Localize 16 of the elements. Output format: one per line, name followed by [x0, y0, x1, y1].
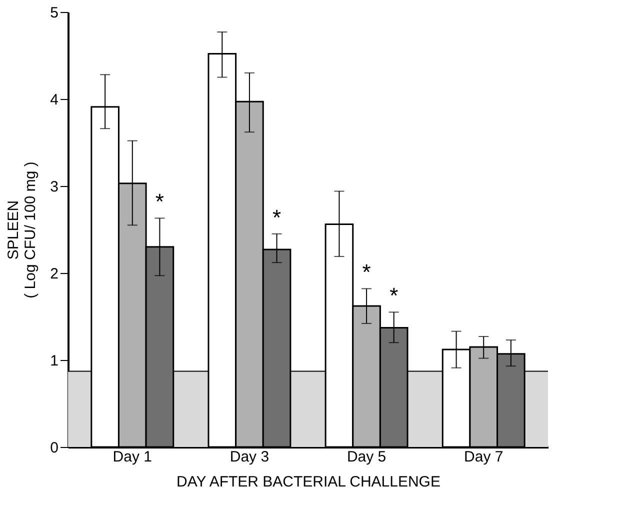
data-label: * — [390, 283, 399, 308]
x-axis-title: DAY AFTER BACTERIAL CHALLENGE — [176, 474, 440, 490]
x-tick-label: Day 3 — [230, 448, 270, 466]
y-tick-label: 4 — [50, 92, 58, 108]
data-label: * — [362, 260, 372, 285]
y-tick-label: 1 — [50, 352, 58, 370]
y-tick-label: 5 — [50, 4, 58, 22]
x-tick-label: Day 5 — [346, 448, 386, 466]
y-tick-label: 3 — [50, 178, 58, 196]
x-tick-label: Day 1 — [112, 448, 152, 466]
y-axis-title: SPLEEN ( Log CFU/ 100 mg ) — [5, 162, 40, 298]
data-label: * — [272, 204, 282, 230]
y-tick-label: 2 — [50, 266, 58, 282]
y-tick-label: 0 — [50, 440, 58, 456]
data-label: * — [155, 189, 164, 214]
x-tick-label: Day 7 — [464, 448, 504, 466]
